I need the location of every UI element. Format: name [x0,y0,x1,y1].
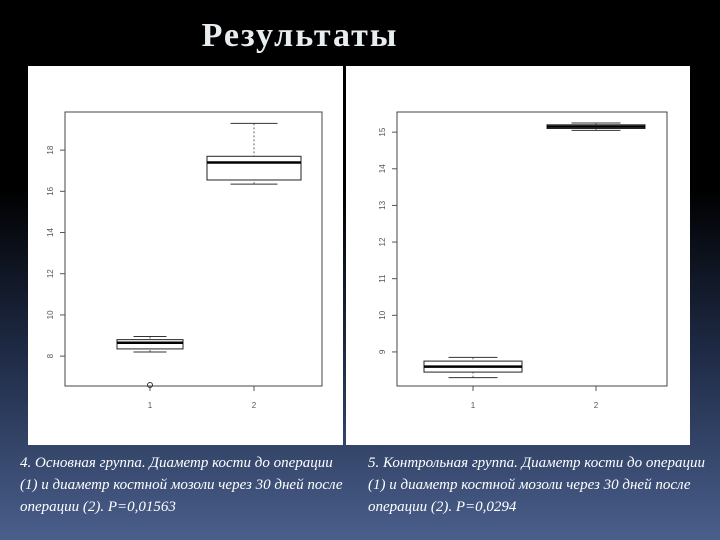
y-tick-label: 16 [46,186,55,195]
y-tick-label: 12 [378,237,387,246]
box [206,155,302,181]
caption: 4. Основная группа. Диаметр кости до опе… [20,455,343,515]
y-tick-label: 12 [46,269,55,278]
plot-frame [396,111,668,387]
y-tick-label: 13 [378,200,387,209]
plot-frame [64,111,323,387]
y-tick-label: 14 [46,228,55,237]
x-tick-label: 1 [471,401,476,410]
y-tick-label: 10 [46,310,55,319]
plot-panel [346,66,690,445]
y-tick-label: 9 [378,349,387,354]
x-tick-label: 2 [594,401,599,410]
y-tick-label: 18 [46,145,55,154]
y-tick-label: 11 [378,274,387,283]
x-tick-label: 1 [148,401,153,410]
caption: 5. Контрольная группа. Диаметр кости до … [368,455,705,515]
plot-panel [28,66,343,445]
y-tick-label: 15 [378,127,387,136]
y-tick-label: 10 [378,310,387,319]
y-tick-label: 14 [378,164,387,173]
x-tick-label: 2 [252,401,257,410]
box [116,339,184,350]
slide-title: Результаты [202,17,399,54]
outlier [147,381,153,388]
y-tick-label: 8 [46,353,55,358]
